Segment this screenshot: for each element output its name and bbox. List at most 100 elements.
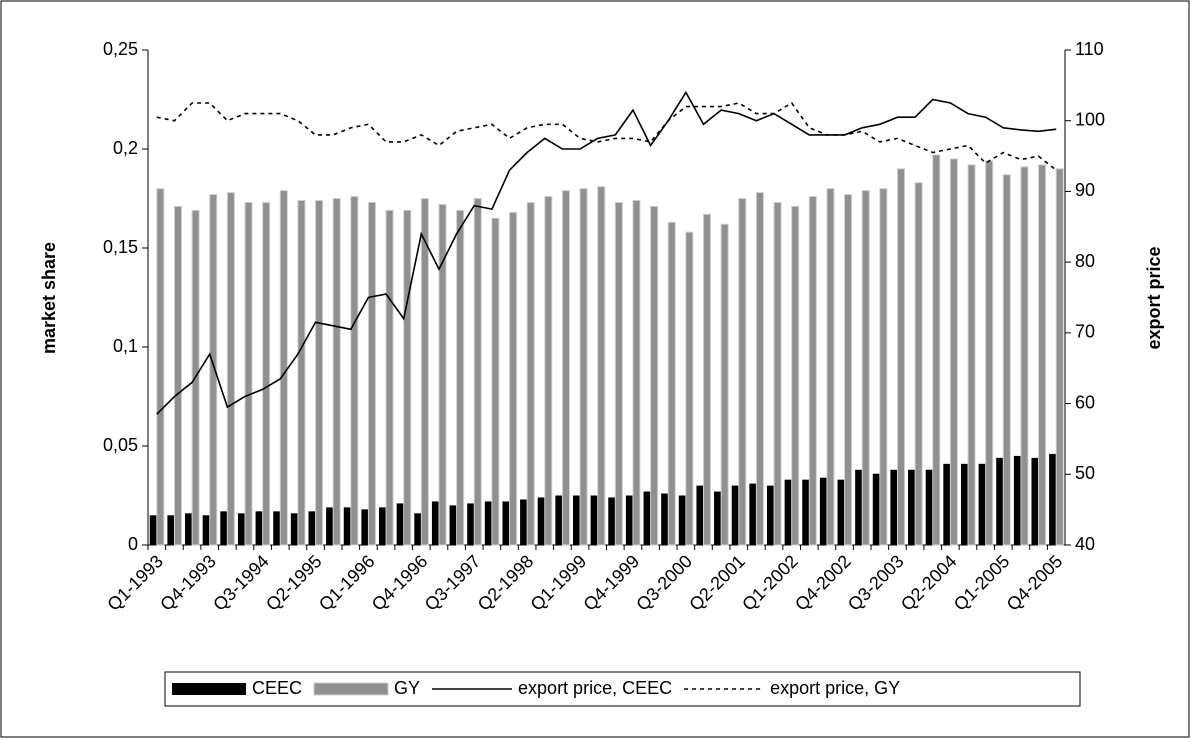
bar [1049,453,1057,545]
legend-swatch [172,683,246,695]
bar [678,495,686,545]
bar [731,485,739,545]
bar [667,221,676,546]
bar [561,190,570,546]
bar [855,469,863,545]
bar [308,511,316,545]
bar [614,201,623,546]
bar [608,497,616,545]
bar [696,485,704,545]
bar [431,501,439,545]
legend-label: CEEC [252,678,302,698]
bar [396,503,404,545]
y-axis-title: market share [39,242,59,354]
bar [537,497,545,545]
bar [473,198,482,546]
bar [749,483,757,545]
bar [755,192,764,546]
bar [879,188,888,546]
bar [773,201,782,546]
bar [826,188,835,546]
bar [1031,457,1039,545]
bar [297,199,306,546]
line [156,90,1057,415]
bar [890,469,898,545]
bar [226,192,235,546]
bar [943,463,951,545]
bar [1020,166,1029,546]
bar [844,194,853,546]
bar [579,188,588,546]
bar [985,160,994,546]
bar [290,513,298,545]
bar [273,511,281,545]
y2-tick-label: 80 [1075,251,1095,271]
legend-label: export price, CEEC [518,678,672,698]
y-tick-label: 0,15 [103,237,138,257]
bar [343,507,351,545]
y-tick-label: 0,1 [113,336,138,356]
y2-tick-label: 110 [1075,39,1104,59]
bar [526,201,535,546]
y2-axis-title: export price [1144,246,1164,349]
bar [837,479,845,545]
bar [167,515,175,545]
bar [861,190,870,546]
bar [244,201,253,546]
bar [456,209,465,546]
bar [502,501,510,545]
bar [149,515,157,545]
bar [914,182,923,546]
y-tick-label: 0 [128,534,138,554]
bar [632,199,641,546]
bar [209,194,218,546]
bar [438,203,447,546]
legend-swatch [313,682,389,696]
legend-label: export price, GY [770,678,900,698]
y2-tick-label: 70 [1075,322,1095,342]
y2-tick-label: 100 [1075,109,1105,129]
bar [449,505,457,545]
bar [185,513,193,545]
bar [661,493,669,545]
bar [1055,168,1064,546]
bar [279,190,288,546]
bar [555,495,563,545]
bar [156,188,165,546]
bar [802,479,810,545]
bar [414,513,422,545]
bar [262,201,271,546]
bar [332,198,341,546]
y-tick-label: 0,05 [103,435,138,455]
bar [1013,455,1021,545]
bar [1002,174,1011,546]
bar [978,463,986,545]
bar [326,507,334,545]
bar [590,495,598,545]
bar [766,485,775,545]
bar [819,477,827,545]
bar [467,503,475,545]
bar [315,199,324,546]
bar [350,196,359,546]
bar [784,479,792,545]
y-tick-label: 0,25 [103,39,138,59]
y-tick-label: 0,2 [113,138,138,158]
bar [491,217,500,546]
y2-tick-label: 40 [1075,534,1095,554]
bar [791,205,800,546]
bar [1038,164,1047,546]
bar [202,515,210,545]
y2-tick-label: 60 [1075,392,1095,412]
bar [960,463,969,545]
bar [625,495,633,545]
bar [379,507,387,545]
bar [367,201,376,546]
line [156,101,1057,171]
bar [597,186,606,546]
bar [403,209,412,546]
bar [714,491,722,545]
bar [967,164,976,546]
y2-tick-label: 90 [1075,180,1095,200]
bar [872,473,880,545]
